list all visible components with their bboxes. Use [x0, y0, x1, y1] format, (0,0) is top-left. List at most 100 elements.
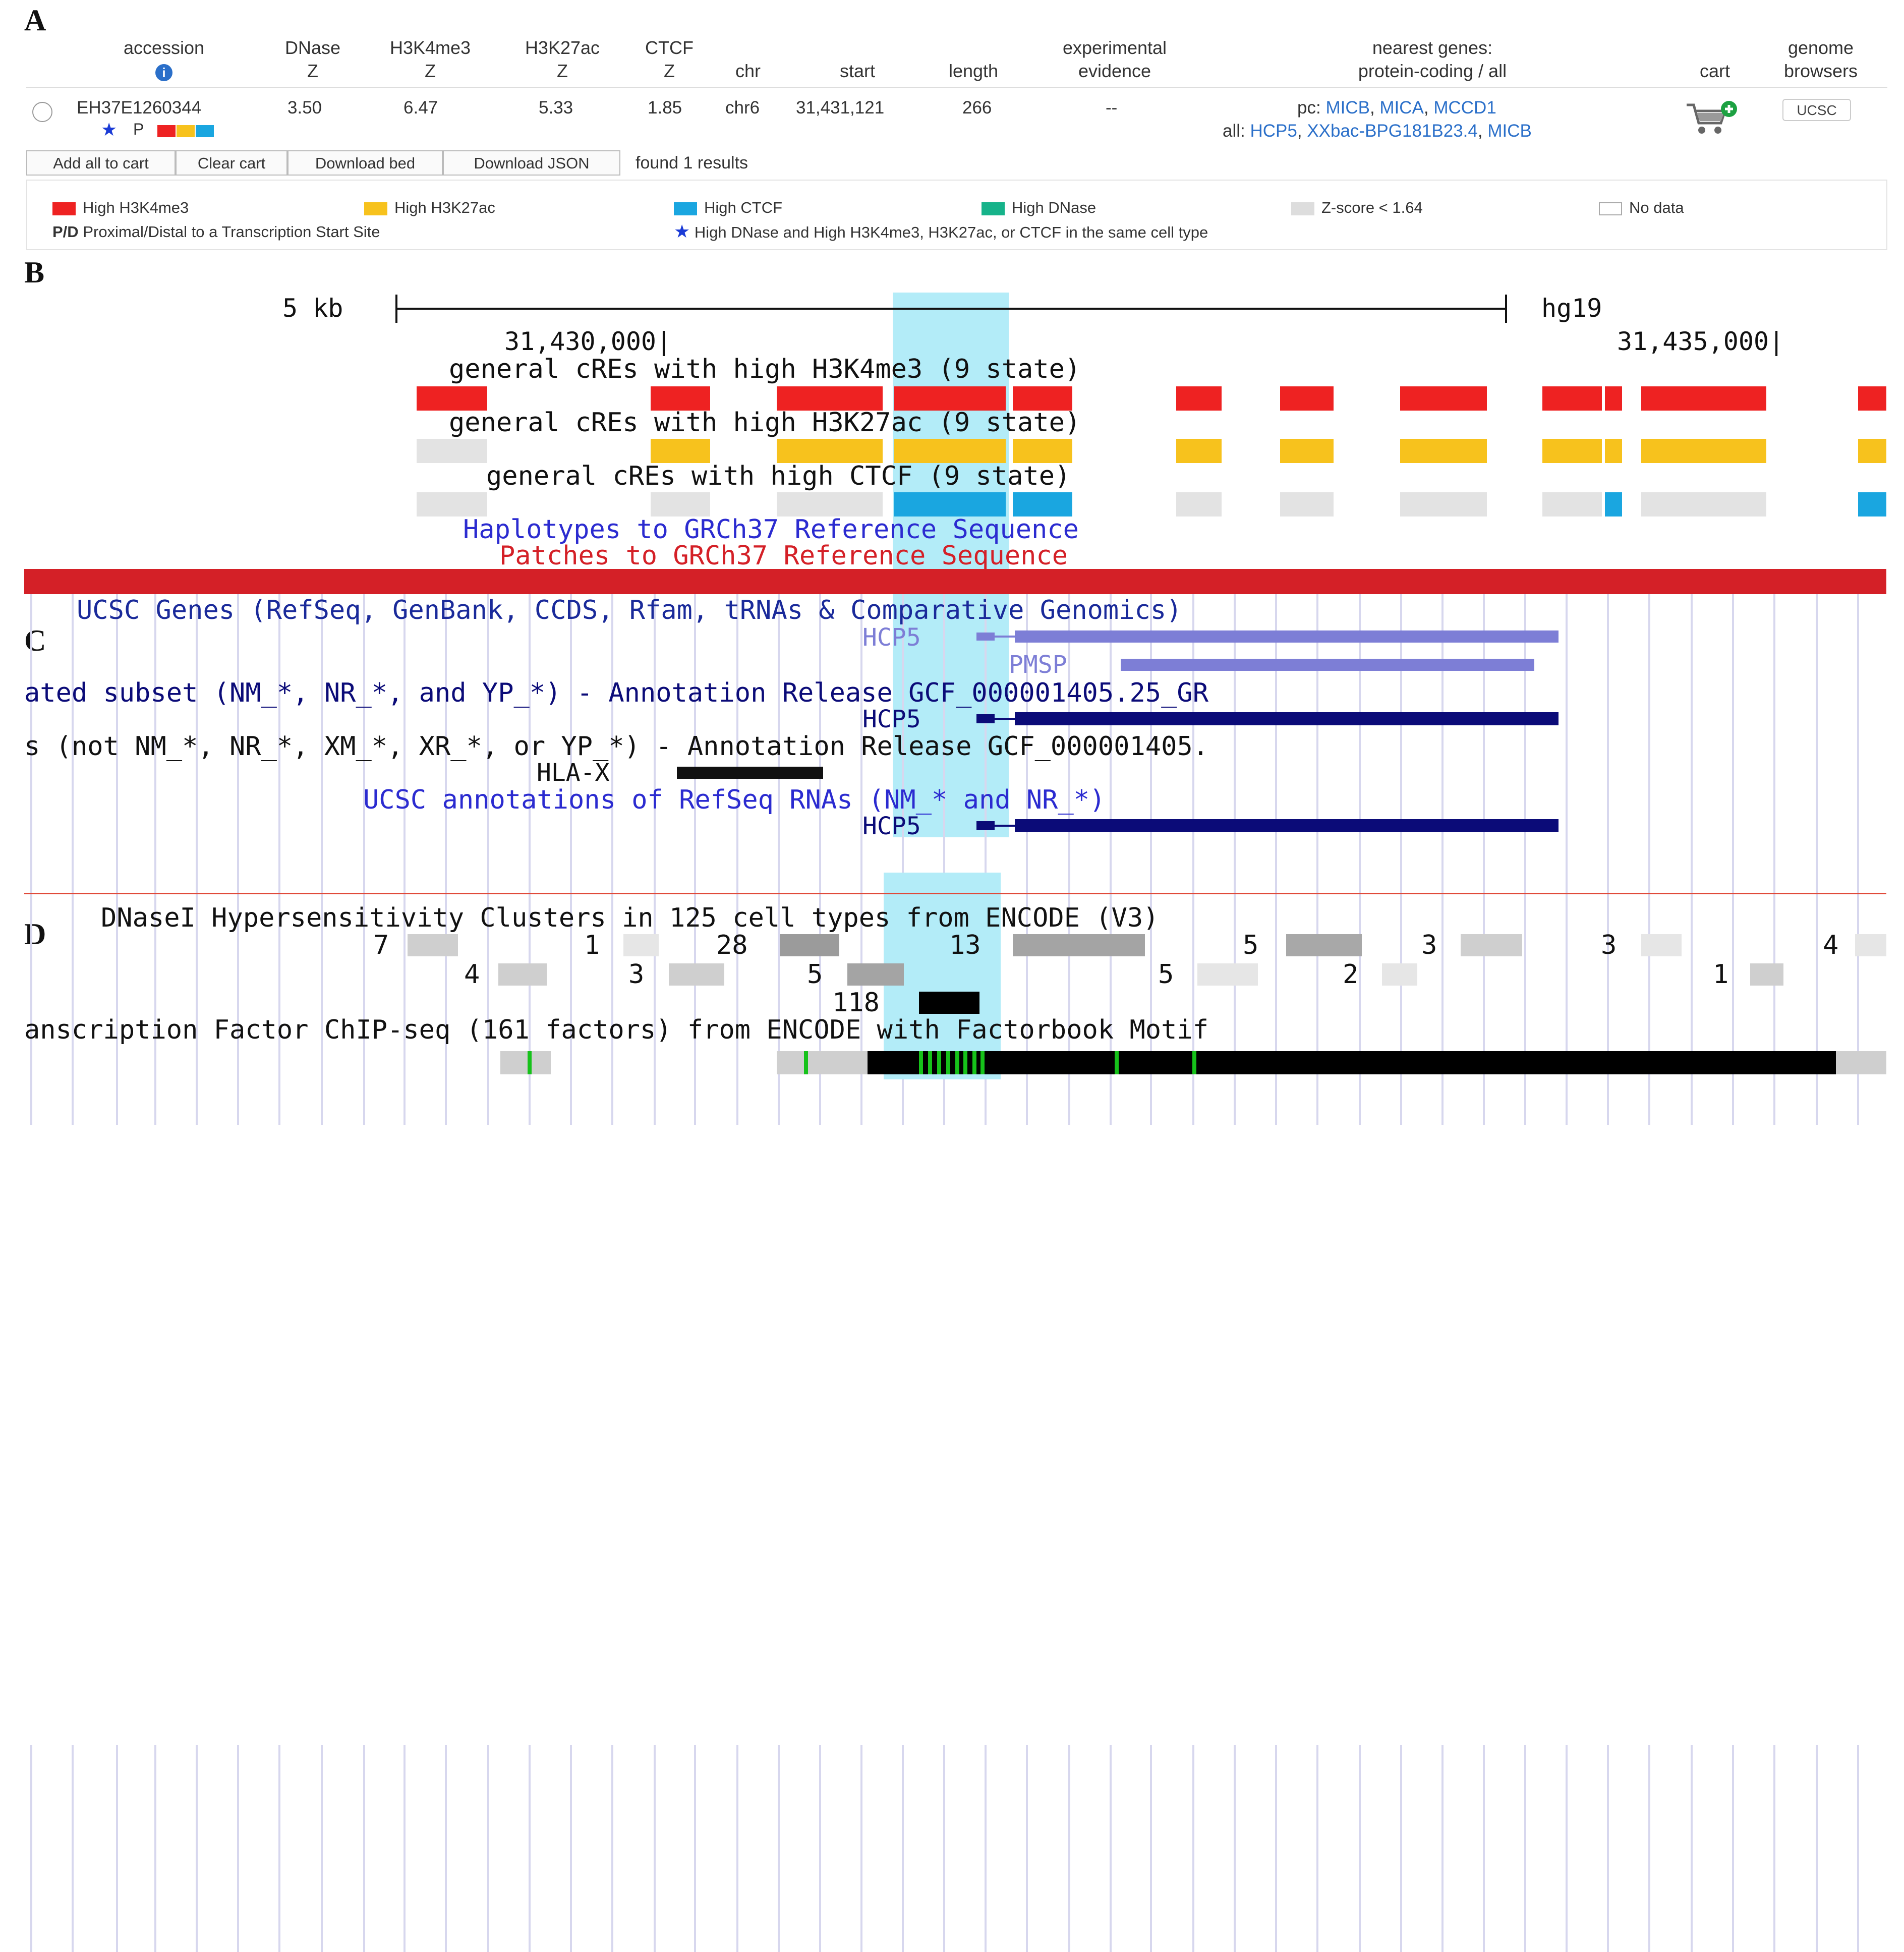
cre-h3k4me3-bar[interactable]: [1280, 386, 1334, 411]
cre-ctcf-bar[interactable]: [651, 492, 710, 516]
dnase-cluster-box[interactable]: [1750, 963, 1783, 986]
cre-ctcf-bar[interactable]: [417, 492, 487, 516]
gene-link-xxbac[interactable]: XXbac-BPG181B23.4: [1307, 121, 1478, 141]
gene-label-hcp5-ucsc[interactable]: HCP5: [862, 623, 921, 652]
cre-h3k27ac-bar[interactable]: [1400, 439, 1487, 463]
cre-h3k4me3-bar[interactable]: [1641, 386, 1766, 411]
cre-h3k4me3-bar[interactable]: [651, 386, 710, 411]
gene-label-hcp5-rna[interactable]: HCP5: [862, 812, 921, 840]
cre-h3k4me3-bar[interactable]: [777, 386, 883, 411]
col-start[interactable]: start: [839, 61, 875, 81]
gene-hcp5-curated-exon[interactable]: [976, 714, 995, 723]
track-title-refseq-predicted[interactable]: s (not NM_*, NR_*, XM_*, XR_*, or YP_*) …: [24, 731, 1208, 762]
track-title-refseq-curated[interactable]: ated subset (NM_*, NR_*, and YP_*) - Ann…: [24, 678, 1208, 708]
track-title-dnase-clusters[interactable]: DNaseI Hypersensitivity Clusters in 125 …: [101, 903, 1159, 933]
col-nearest-genes[interactable]: nearest genes: protein-coding / all: [1358, 37, 1507, 81]
gene-hcp5-ucsc-body[interactable]: [1015, 630, 1559, 643]
track-title-ctcf[interactable]: general cREs with high CTCF (9 state): [486, 461, 1071, 491]
cre-ctcf-bar[interactable]: [894, 492, 1006, 516]
table-row[interactable]: EH37E1260344 ★ P 3.50 6.47 5.33 1.85 chr…: [26, 91, 1887, 144]
cre-ctcf-bar[interactable]: [1400, 492, 1487, 516]
track-title-h3k27ac[interactable]: general cREs with high H3K27ac (9 state): [449, 408, 1081, 438]
cre-h3k4me3-bar[interactable]: [1176, 386, 1222, 411]
gene-pmsp-body[interactable]: [1121, 659, 1534, 671]
clear-cart-button[interactable]: Clear cart: [176, 150, 287, 176]
col-chr[interactable]: chr: [735, 61, 761, 81]
gene-hlax-body[interactable]: [677, 767, 823, 779]
col-length[interactable]: length: [948, 61, 999, 81]
gene-hcp5-curated-body[interactable]: [1015, 712, 1559, 725]
cre-h3k27ac-bar[interactable]: [1858, 439, 1886, 463]
dnase-cluster-box[interactable]: [669, 963, 724, 986]
col-dnase[interactable]: DNase Z: [284, 37, 341, 81]
track-title-patches[interactable]: Patches to GRCh37 Reference Sequence: [499, 541, 1068, 571]
track-title-ucsc-genes[interactable]: UCSC Genes (RefSeq, GenBank, CCDS, Rfam,…: [77, 595, 1182, 625]
row-select-radio[interactable]: [32, 102, 52, 122]
download-json-button[interactable]: Download JSON: [443, 150, 620, 176]
gene-label-hlax[interactable]: HLA-X: [537, 759, 610, 787]
dnase-cluster-box[interactable]: [780, 934, 839, 956]
add-to-cart-icon[interactable]: [1685, 100, 1740, 139]
gene-hcp5-rna-body[interactable]: [1015, 819, 1559, 832]
dnase-cluster-box[interactable]: [1461, 934, 1522, 956]
cre-h3k27ac-bar[interactable]: [777, 439, 883, 463]
cre-h3k4me3-bar[interactable]: [1858, 386, 1886, 411]
cre-h3k4me3-bar[interactable]: [1542, 386, 1602, 411]
tf-cluster-box[interactable]: [500, 1051, 551, 1074]
gene-link-mica[interactable]: MICA: [1379, 98, 1424, 118]
cre-ctcf-bar[interactable]: [1542, 492, 1602, 516]
dnase-cluster-box[interactable]: [847, 963, 904, 986]
col-h3k27ac[interactable]: H3K27ac Z: [525, 37, 600, 81]
dnase-cluster-box[interactable]: [498, 963, 547, 986]
gene-link-micb[interactable]: MICB: [1325, 98, 1370, 118]
track-title-refseq-rnas[interactable]: UCSC annotations of RefSeq RNAs (NM_* an…: [363, 785, 1106, 815]
col-accession[interactable]: accession i: [96, 36, 232, 83]
cre-h3k27ac-bar[interactable]: [1280, 439, 1334, 463]
col-ctcf[interactable]: CTCF Z: [645, 37, 694, 81]
info-icon[interactable]: i: [155, 64, 172, 81]
track-title-haplotypes[interactable]: Haplotypes to GRCh37 Reference Sequence: [463, 514, 1079, 545]
add-all-to-cart-button[interactable]: Add all to cart: [26, 150, 176, 176]
tf-cluster-box[interactable]: [777, 1051, 868, 1074]
cre-h3k27ac-bar[interactable]: [417, 439, 487, 463]
gene-link-mccd1[interactable]: MCCD1: [1433, 98, 1496, 118]
dnase-cluster-box[interactable]: [1197, 963, 1258, 986]
gene-link-hcp5[interactable]: HCP5: [1250, 121, 1297, 141]
dnase-cluster-box[interactable]: [1641, 934, 1682, 956]
ucsc-browser-button[interactable]: UCSC: [1782, 99, 1851, 121]
cre-h3k27ac-bar[interactable]: [894, 439, 1006, 463]
cre-ctcf-bar[interactable]: [1176, 492, 1222, 516]
dnase-cluster-box[interactable]: [1286, 934, 1362, 956]
col-evidence[interactable]: experimental evidence: [1062, 37, 1167, 81]
cre-ctcf-bar[interactable]: [1280, 492, 1334, 516]
cre-ctcf-bar[interactable]: [1605, 492, 1622, 516]
col-genome-browsers[interactable]: genome browsers: [1783, 37, 1858, 81]
gene-hcp5-ucsc-exon[interactable]: [976, 633, 995, 641]
cre-h3k27ac-bar[interactable]: [1641, 439, 1766, 463]
cre-h3k27ac-bar[interactable]: [1605, 439, 1622, 463]
gene-link-micb-all[interactable]: MICB: [1487, 121, 1532, 141]
track-title-h3k4me3[interactable]: general cREs with high H3K4me3 (9 state): [449, 354, 1081, 384]
cre-h3k4me3-bar[interactable]: [1013, 386, 1072, 411]
cre-h3k27ac-bar[interactable]: [1542, 439, 1602, 463]
col-cart[interactable]: cart: [1699, 61, 1730, 81]
cre-h3k4me3-bar[interactable]: [1605, 386, 1622, 411]
track-title-tf-chipseq[interactable]: anscription Factor ChIP-seq (161 factors…: [24, 1015, 1208, 1045]
gene-label-pmsp[interactable]: PMSP: [1009, 651, 1067, 679]
dnase-cluster-box[interactable]: [919, 992, 979, 1014]
dnase-cluster-box[interactable]: [1855, 934, 1886, 956]
cre-ctcf-bar[interactable]: [1858, 492, 1886, 516]
tf-cluster-box[interactable]: [1836, 1051, 1886, 1074]
cre-h3k27ac-bar[interactable]: [1013, 439, 1072, 463]
cre-h3k4me3-bar[interactable]: [1400, 386, 1487, 411]
dnase-cluster-box[interactable]: [1382, 963, 1417, 986]
cre-h3k27ac-bar[interactable]: [1176, 439, 1222, 463]
dnase-cluster-box[interactable]: [408, 934, 458, 956]
cre-h3k4me3-bar[interactable]: [894, 386, 1006, 411]
dnase-cluster-box[interactable]: [1013, 934, 1145, 956]
cre-ctcf-bar[interactable]: [1013, 492, 1072, 516]
gene-label-hcp5-curated[interactable]: HCP5: [862, 705, 921, 733]
cre-h3k4me3-bar[interactable]: [417, 386, 487, 411]
col-h3k4me3[interactable]: H3K4me3 Z: [389, 37, 471, 81]
cre-ctcf-bar[interactable]: [1641, 492, 1766, 516]
